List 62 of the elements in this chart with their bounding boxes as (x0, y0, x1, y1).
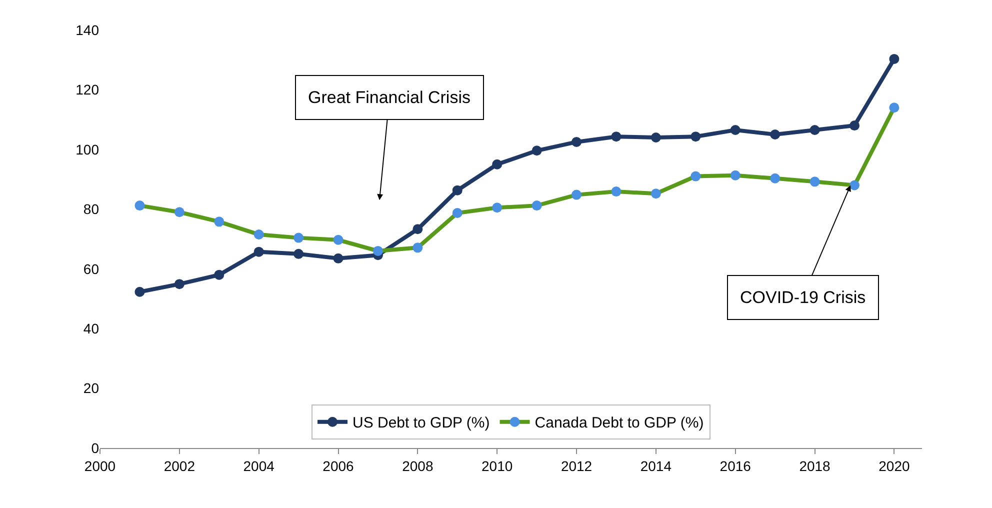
x-tick-label: 2020 (878, 458, 910, 474)
point (770, 173, 780, 184)
point (134, 200, 145, 211)
x-tick-label: 2010 (482, 458, 513, 474)
point (730, 125, 740, 136)
y-tick-label: 140 (76, 22, 100, 38)
point (492, 159, 502, 170)
point (452, 185, 462, 196)
point (572, 190, 582, 200)
point (730, 170, 740, 180)
x-tick-label: 2016 (720, 458, 752, 474)
y-tick-label: 40 (83, 320, 100, 336)
point (254, 230, 264, 240)
point (532, 146, 542, 156)
point (134, 286, 145, 297)
point (849, 120, 860, 131)
point (492, 202, 502, 213)
x-tick-label: 2014 (640, 458, 672, 474)
point (412, 224, 423, 234)
y-tick-label: 60 (83, 260, 100, 277)
point (174, 279, 184, 290)
point (889, 102, 900, 113)
y-tick-label: 120 (76, 82, 100, 98)
point (214, 270, 224, 280)
point (254, 246, 264, 257)
point (572, 136, 582, 147)
point (810, 125, 820, 136)
point (294, 248, 304, 259)
x-tick-label: 2004 (243, 458, 275, 474)
point (333, 234, 344, 245)
point (412, 242, 423, 253)
point (889, 54, 900, 64)
point (294, 232, 304, 243)
x-tick-label: 2006 (322, 458, 354, 474)
point (452, 208, 462, 218)
x-tick-label: 2002 (164, 458, 196, 474)
point (372, 246, 383, 256)
point (650, 188, 661, 199)
legend-label: Canada Debt to GDP (%) (534, 414, 704, 432)
legend-label: US Debt to GDP (%) (352, 414, 490, 432)
x-tick-label: 2012 (560, 458, 592, 474)
point (810, 176, 820, 187)
y-tick-label: 20 (83, 380, 100, 396)
x-tick-label: 2018 (799, 458, 831, 474)
y-tick-label: 100 (76, 141, 100, 158)
y-tick-label: 0 (91, 440, 100, 456)
annotation: COVID-19 Crisis (740, 288, 866, 307)
point (214, 216, 224, 227)
point (333, 253, 344, 264)
point (532, 200, 542, 211)
x-tick-label: 2008 (402, 458, 434, 474)
x-tick-label: 2000 (84, 458, 116, 474)
point (770, 130, 780, 140)
point (650, 132, 661, 142)
point (690, 132, 701, 142)
annotation: Great Financial Crisis (308, 88, 470, 107)
point (849, 180, 860, 190)
y-tick-label: 80 (83, 201, 100, 218)
point (611, 186, 622, 197)
point (611, 132, 622, 142)
point (690, 171, 701, 182)
point (174, 207, 184, 218)
